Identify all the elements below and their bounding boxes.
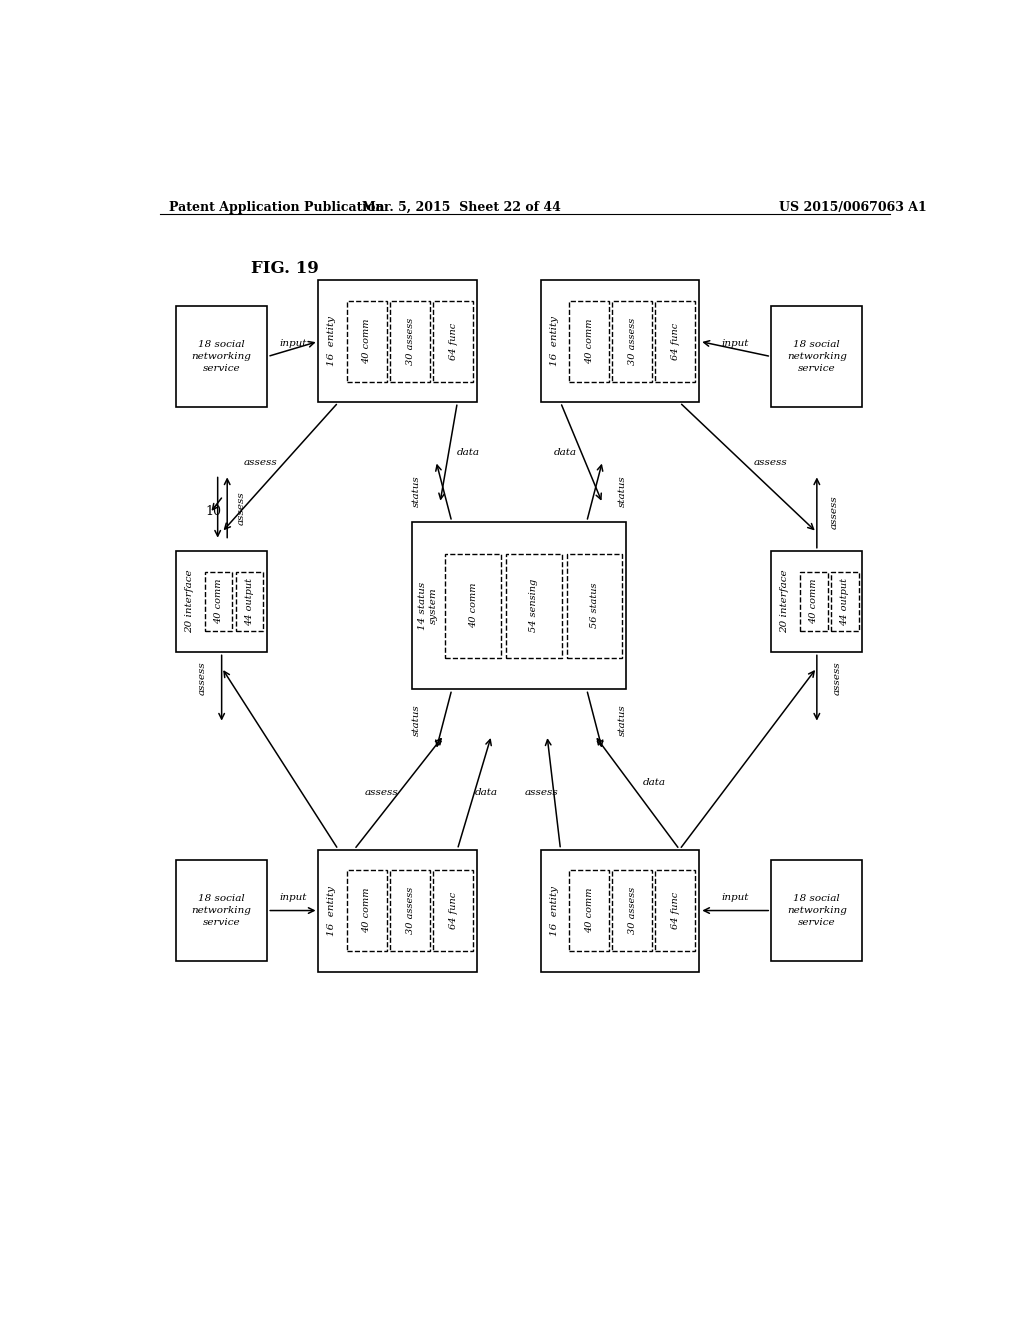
Text: FIG. 19: FIG. 19 [251,260,318,277]
Bar [176,306,267,408]
Text: 14 status
system: 14 status system [418,582,437,630]
Text: 20 interface: 20 interface [780,570,790,634]
Bar [347,301,387,381]
Text: assess: assess [829,496,839,529]
Bar [655,301,695,381]
Text: Mar. 5, 2015  Sheet 22 of 44: Mar. 5, 2015 Sheet 22 of 44 [361,201,561,214]
Text: status: status [412,704,421,735]
Bar [569,870,609,950]
Bar [412,521,627,689]
Text: 10: 10 [206,504,222,517]
Text: assess: assess [365,788,398,797]
Text: 64 func: 64 func [671,892,680,929]
Text: 54 sensing: 54 sensing [529,579,539,632]
Text: US 2015/0067063 A1: US 2015/0067063 A1 [778,201,927,214]
Text: data: data [457,449,480,458]
Bar [318,850,477,972]
Text: 40 comm: 40 comm [469,583,478,628]
Text: 40 comm: 40 comm [585,888,594,933]
Text: assess: assess [525,788,559,797]
Text: 64 func: 64 func [449,322,458,360]
Bar [612,301,652,381]
Text: 18 social
networking
service: 18 social networking service [786,894,847,927]
Text: assess: assess [237,491,245,525]
Text: assess: assess [198,661,206,694]
Bar [541,280,699,403]
Bar [655,870,695,950]
Text: 64 func: 64 func [449,892,458,929]
Text: 16  entity: 16 entity [328,886,337,936]
Text: 44 output: 44 output [245,578,254,626]
Bar [800,572,827,631]
Bar [318,280,477,403]
Text: 30 assess: 30 assess [406,887,415,935]
Text: 20 interface: 20 interface [185,570,194,634]
Bar [347,870,387,950]
Bar [390,301,430,381]
Text: status: status [412,475,421,507]
Text: 16  entity: 16 entity [550,317,559,367]
Text: input: input [722,339,749,348]
Bar [176,550,267,652]
Bar [445,553,502,657]
Text: status: status [617,704,627,735]
Text: data: data [643,777,666,787]
Text: data: data [475,788,498,797]
Bar [612,870,652,950]
Text: 40 comm: 40 comm [809,578,818,624]
Text: data: data [554,449,578,458]
Text: 30 assess: 30 assess [628,318,637,364]
Bar [771,306,862,408]
Text: 56 status: 56 status [590,583,599,628]
Text: 18 social
networking
service: 18 social networking service [191,341,252,372]
Text: status: status [617,475,627,507]
Bar [205,572,232,631]
Bar [390,870,430,950]
Text: 40 comm: 40 comm [362,318,372,364]
Bar [433,301,473,381]
Text: 64 func: 64 func [671,322,680,360]
Bar [566,553,623,657]
Text: 18 social
networking
service: 18 social networking service [191,894,252,927]
Bar [236,572,263,631]
Bar [541,850,699,972]
Text: 30 assess: 30 assess [406,318,415,364]
Text: Patent Application Publication: Patent Application Publication [169,201,385,214]
Text: 18 social
networking
service: 18 social networking service [786,341,847,372]
Bar [830,572,858,631]
Text: 40 comm: 40 comm [362,888,372,933]
Text: 30 assess: 30 assess [628,887,637,935]
Text: 40 comm: 40 comm [214,578,223,624]
Text: 44 output: 44 output [840,578,849,626]
Text: assess: assess [833,661,841,694]
Text: 16  entity: 16 entity [550,886,559,936]
Text: 40 comm: 40 comm [585,318,594,364]
Bar [771,550,862,652]
Text: assess: assess [244,458,278,467]
Bar [176,859,267,961]
Bar [433,870,473,950]
Bar [569,301,609,381]
Text: 16  entity: 16 entity [328,317,337,367]
Bar [506,553,562,657]
Bar [771,859,862,961]
Text: assess: assess [754,458,787,467]
Text: input: input [722,892,749,902]
Text: input: input [280,339,306,348]
Text: input: input [280,892,306,902]
